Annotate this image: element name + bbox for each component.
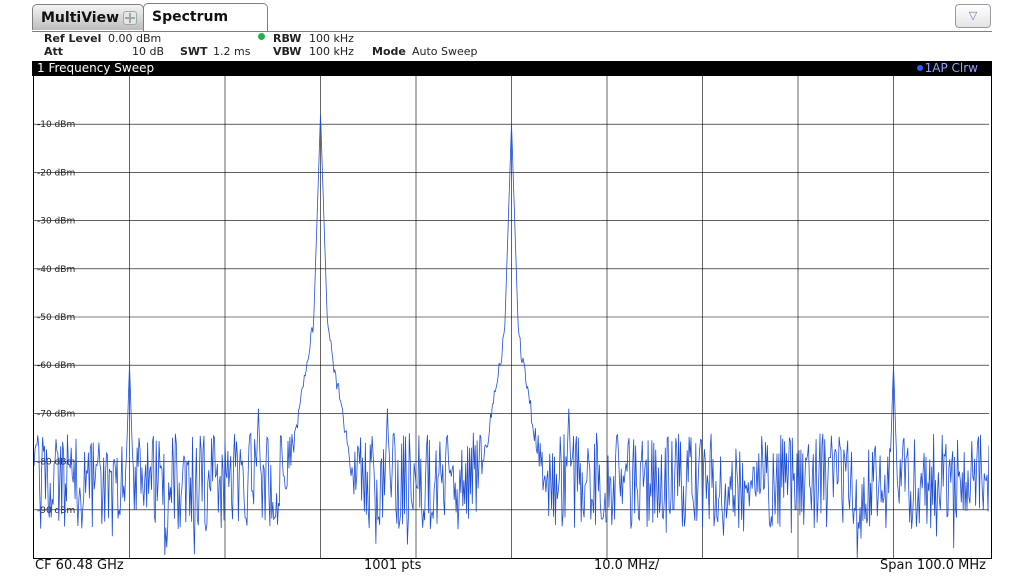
vbw-label: VBW bbox=[273, 45, 302, 58]
y-tick-label: -70 dBm bbox=[37, 409, 75, 419]
chevron-down-icon: ▽ bbox=[968, 9, 978, 22]
swt-label: SWT bbox=[180, 45, 208, 58]
trace-1-line bbox=[34, 114, 989, 558]
plot-frame bbox=[33, 76, 992, 559]
sweep-points: 1001 pts bbox=[364, 558, 422, 573]
rbw-label: RBW bbox=[273, 32, 302, 45]
rbw-value[interactable]: 100 kHz bbox=[309, 32, 354, 45]
trace-dot-icon bbox=[916, 65, 923, 71]
window-title-bar: 1 Frequency Sweep 1AP Clrw bbox=[32, 61, 992, 76]
trace-label-text: 1AP Clrw bbox=[924, 61, 978, 75]
tab-divider bbox=[32, 31, 992, 32]
rbw-status-dot-icon bbox=[258, 33, 265, 40]
y-tick-label: -20 dBm bbox=[37, 168, 75, 178]
y-tick-label: -50 dBm bbox=[37, 313, 75, 323]
swt-value[interactable]: 1.2 ms bbox=[213, 45, 251, 58]
tab-bar: MultiView Spectrum ▽ bbox=[0, 0, 1024, 32]
y-tick-label: -60 dBm bbox=[37, 361, 75, 371]
dropdown-button[interactable]: ▽ bbox=[955, 4, 991, 28]
att-value[interactable]: 10 dB bbox=[132, 45, 165, 58]
y-tick-labels: -10 dBm -20 dBm -30 dBm -40 dBm -50 dBm -60 d… bbox=[37, 120, 75, 516]
mode-label: Mode bbox=[372, 45, 406, 58]
att-label: Att bbox=[44, 45, 64, 58]
tab-spectrum-label: Spectrum bbox=[152, 9, 229, 25]
y-tick-label: -10 dBm bbox=[37, 120, 75, 130]
settings-panel: Ref Level 0.00 dBm Att 10 dB SWT 1.2 ms … bbox=[32, 33, 992, 61]
footer: CF 60.48 GHz 1001 pts 10.0 MHz/ Span 100… bbox=[32, 558, 992, 576]
mode-value[interactable]: Auto Sweep bbox=[412, 45, 478, 58]
tab-spectrum[interactable]: Spectrum bbox=[143, 3, 268, 32]
frequency-per-division: 10.0 MHz/ bbox=[594, 558, 660, 573]
window-title: 1 Frequency Sweep bbox=[37, 61, 155, 75]
trace-label[interactable]: 1AP Clrw bbox=[916, 61, 978, 76]
ref-level-label: Ref Level bbox=[44, 32, 102, 45]
center-frequency[interactable]: CF 60.48 GHz bbox=[35, 558, 124, 573]
tab-multiview-label: MultiView bbox=[41, 10, 120, 26]
ref-level-value[interactable]: 0.00 dBm bbox=[108, 32, 162, 45]
multiview-grid-icon bbox=[123, 11, 137, 25]
spectrum-plot[interactable]: -10 dBm -20 dBm -30 dBm -40 dBm -50 dBm -60 d… bbox=[34, 76, 989, 558]
y-tick-label: -30 dBm bbox=[37, 217, 75, 227]
y-tick-label: -80 dBm bbox=[37, 458, 75, 468]
plot-grid bbox=[34, 76, 989, 558]
span-value[interactable]: Span 100.0 MHz bbox=[879, 558, 986, 573]
vbw-value[interactable]: 100 kHz bbox=[309, 45, 354, 58]
y-tick-label: -40 dBm bbox=[37, 265, 75, 275]
tab-multiview[interactable]: MultiView bbox=[32, 4, 144, 30]
y-tick-label: -90 dBm bbox=[37, 506, 75, 516]
